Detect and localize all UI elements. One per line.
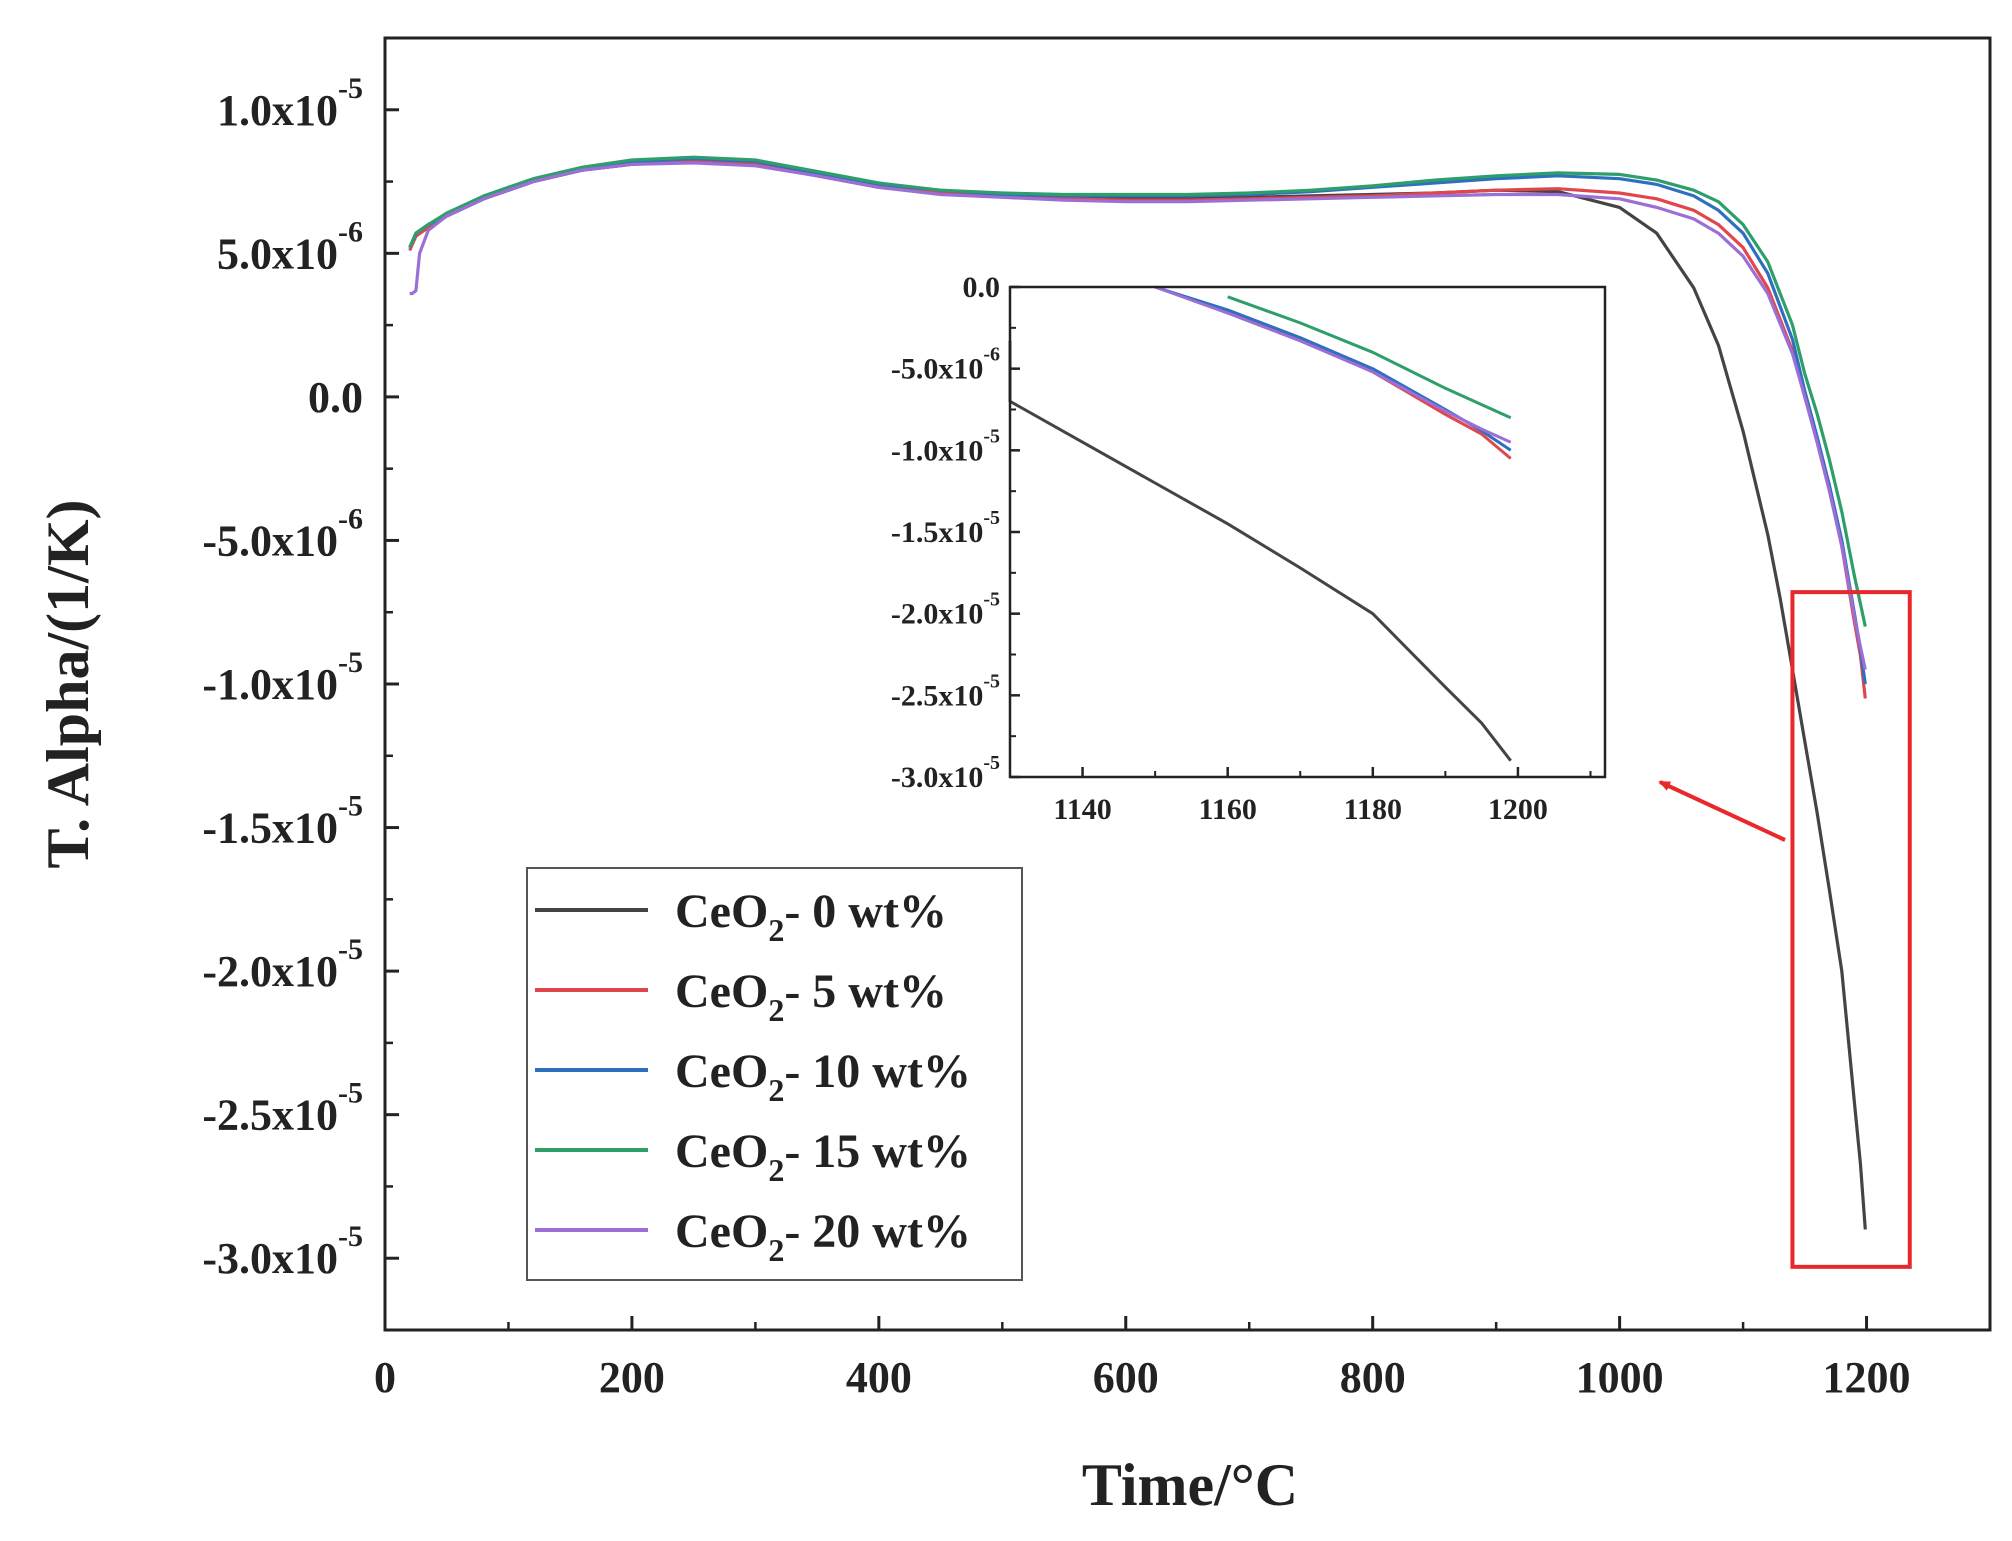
main-x-axis: 0 200 400 600 800 1000 1200 [374, 1316, 1911, 1402]
y-tick-label: -2.5x10-5 [202, 1077, 363, 1140]
inset-y-tick-label: -1.5x10-5 [891, 507, 1000, 549]
inset-x-tick-label: 1180 [1344, 793, 1402, 826]
legend-box [526, 867, 1023, 1281]
x-tick-label: 800 [1340, 1353, 1406, 1402]
main-y-axis: 1.0x10-5 5.0x10-6 0.0 -5.0x10-6 -1.0x10-5 -1.… [202, 72, 399, 1283]
inset-y-tick-label: -1.0x10-5 [891, 425, 1000, 467]
y-axis-title: T. Alpha/(1/K) [35, 500, 101, 869]
inset-background [1010, 287, 1605, 777]
inset-x-tick-label: 1200 [1488, 793, 1548, 826]
y-tick-label: -2.0x10-5 [202, 933, 363, 996]
legend-label-2: CeO2- 10 wt% [675, 1045, 971, 1108]
x-tick-label: 400 [846, 1353, 912, 1402]
inset-x-tick-label: 1160 [1199, 793, 1257, 826]
main-series-group [408, 155, 1867, 1230]
inset-x-tick-label: 1140 [1053, 793, 1111, 826]
legend-label-1: CeO2- 5 wt% [675, 965, 947, 1028]
legend: CeO2- 0 wt% CeO2- 5 wt% CeO2- 10 wt% CeO2- … [526, 867, 1023, 1281]
inset-y-tick-label: -5.0x10-6 [891, 344, 1000, 386]
highlight-box [1790, 590, 1912, 1269]
y-tick-label: 1.0x10-5 [217, 72, 363, 135]
y-tick-label: -5.0x10-6 [202, 502, 363, 565]
y-tick-label: -3.0x10-5 [202, 1220, 363, 1283]
x-axis-title: Time/°C [1082, 1452, 1298, 1518]
inset-y-tick-label: 0.0 [963, 271, 1001, 304]
inset-y-tick-label: -2.0x10-5 [891, 589, 1000, 631]
legend-label-4: CeO2- 20 wt% [675, 1205, 971, 1268]
legend-label-0: CeO2- 0 wt% [675, 885, 947, 948]
inset-series-group [1008, 285, 1512, 762]
series-line-3 [408, 155, 1867, 627]
inset-y-tick-label: -3.0x10-5 [891, 752, 1000, 794]
x-tick-label: 1000 [1576, 1353, 1664, 1402]
y-tick-label: 0.0 [308, 373, 363, 422]
series-line-4 [409, 161, 1867, 670]
inset-series-line-4 [1154, 285, 1512, 444]
inset-y-axis: 0.0 -5.0x10-6 -1.0x10-5 -1.5x10-5 -2.0x10-5 -… [891, 271, 1020, 794]
annotation-arrow [1658, 780, 1786, 842]
x-tick-label: 600 [1093, 1353, 1159, 1402]
inset-series-line-3 [1227, 295, 1512, 420]
inset-x-axis: 1140 1160 1180 1200 [1009, 767, 1592, 826]
y-tick-label: -1.0x10-5 [202, 646, 363, 709]
y-tick-label: -1.5x10-5 [202, 790, 363, 853]
legend-label-3: CeO2- 15 wt% [675, 1125, 971, 1188]
inset-y-tick-label: -2.5x10-5 [891, 670, 1000, 712]
x-tick-label: 200 [599, 1353, 665, 1402]
x-tick-label: 1200 [1823, 1353, 1911, 1402]
y-tick-label: 5.0x10-6 [217, 215, 363, 278]
x-tick-label: 0 [374, 1353, 396, 1402]
inset-series-line-0 [1008, 340, 1512, 762]
